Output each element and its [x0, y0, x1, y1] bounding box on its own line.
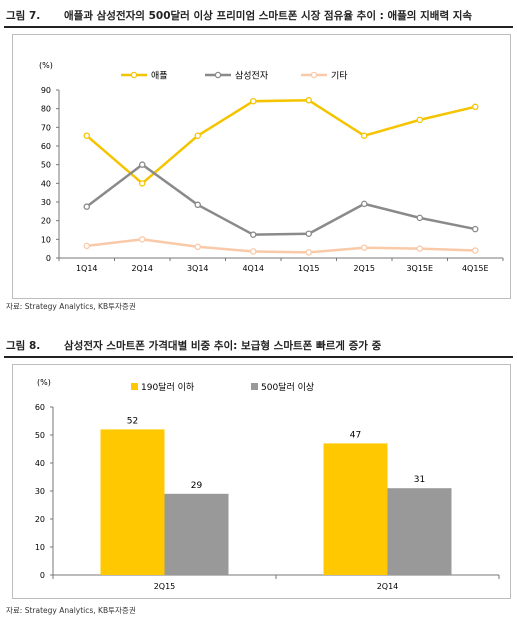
x-tick-label: 2Q14 — [377, 582, 399, 591]
data-point — [194, 243, 201, 251]
y-tick-label: 30 — [41, 198, 51, 207]
series-line — [85, 99, 476, 185]
data-point — [416, 214, 423, 222]
legend-swatch — [251, 383, 258, 390]
data-point — [249, 231, 257, 238]
y-tick-label: 50 — [35, 431, 45, 440]
line-chart-panel: (%) 0 10 20 30 40 50 60 70 80 90 1Q14 2Q14 3Q14 4Q14 1Q… — [12, 34, 511, 299]
y-tick-label: 40 — [41, 179, 51, 188]
data-point — [416, 245, 423, 252]
legend-label: 기타 — [331, 71, 348, 82]
y-tick-label: 70 — [41, 123, 51, 132]
x-tick-label: 1Q14 — [76, 264, 98, 273]
bar-value-label: 29 — [191, 481, 203, 491]
y-unit-label: (%) — [39, 61, 53, 70]
y-tick-label: 50 — [41, 161, 51, 170]
y-tick-label: 40 — [35, 459, 45, 468]
x-tick-label: 3Q14 — [187, 264, 209, 273]
figure-8-source: 자료: Strategy Analytics, KB투자증권 — [6, 606, 136, 615]
y-tick-label: 20 — [35, 515, 45, 524]
bar-value-label: 52 — [127, 416, 138, 426]
data-point — [139, 236, 146, 243]
x-tick-label: 3Q15E — [406, 264, 433, 273]
figure-8-title: 그림 8. 삼성전자 스마트폰 가격대별 비중 추이: 보급형 스마트폰 빠르게 … — [4, 336, 513, 358]
data-point — [360, 200, 368, 208]
data-point — [83, 242, 91, 250]
data-point — [83, 203, 91, 210]
data-point — [194, 132, 201, 139]
x-tick-label: 4Q14 — [242, 264, 264, 273]
y-unit-label: (%) — [37, 378, 51, 387]
data-point — [416, 116, 423, 124]
data-point — [139, 180, 146, 187]
legend-marker — [214, 71, 222, 79]
data-point — [249, 248, 257, 255]
data-point — [305, 97, 312, 104]
y-tick-label: 0 — [40, 571, 45, 580]
bar-value-label: 47 — [350, 430, 361, 440]
x-tick-label: 2Q15 — [353, 264, 375, 273]
bar — [323, 443, 388, 575]
data-point — [471, 247, 479, 254]
figure-8-title-text: 삼성전자 스마트폰 가격대별 비중 추이: 보급형 스마트폰 빠르게 증가 중 — [64, 340, 382, 352]
y-tick-label: 10 — [41, 235, 51, 244]
bar-chart-panel: (%) 0 10 20 30 40 50 60 52 29 2Q15 47 31 2Q14 190달러 이하… — [12, 364, 511, 599]
y-tick-label: 80 — [41, 105, 51, 114]
legend-label: 500달러 이상 — [261, 381, 314, 393]
data-point — [360, 132, 368, 139]
legend-label: 190달러 이하 — [141, 381, 195, 393]
legend-marker — [130, 71, 138, 79]
data-point — [471, 225, 479, 233]
data-point — [194, 201, 201, 209]
bar-value-label: 31 — [414, 475, 425, 485]
series-line — [86, 238, 476, 254]
y-tick-label: 20 — [41, 217, 51, 226]
data-point — [305, 230, 312, 237]
x-tick-label: 4Q15E — [462, 264, 489, 273]
x-tick-label: 2Q14 — [131, 264, 153, 273]
figure-7-title: 그림 7. 애플과 삼성전자의 500달러 이상 프리미엄 스마트폰 시장 점유율… — [4, 6, 513, 28]
x-tick-label: 1Q15 — [298, 264, 320, 273]
figure-7-title-text: 애플과 삼성전자의 500달러 이상 프리미엄 스마트폰 시장 점유율 추이 :… — [64, 10, 473, 22]
legend-label: 삼성전자 — [235, 71, 269, 82]
legend-label: 애플 — [151, 71, 168, 82]
x-tick-label: 2Q15 — [154, 582, 176, 591]
legend-marker — [310, 71, 318, 79]
bar — [387, 488, 452, 575]
figure-8-number: 그림 8. — [6, 340, 41, 352]
bar — [164, 493, 229, 575]
data-point — [249, 97, 257, 105]
data-point — [305, 249, 312, 256]
data-point — [360, 244, 368, 251]
figure-7-number: 그림 7. — [6, 10, 41, 22]
y-tick-label: 0 — [46, 254, 51, 263]
legend-swatch — [131, 383, 138, 390]
share-line-chart: (%) 0 10 20 30 40 50 60 70 80 90 1Q14 2Q14 3Q14 4Q14 1Q… — [39, 61, 504, 273]
price-segment-bar-chart: (%) 0 10 20 30 40 50 60 52 29 2Q15 47 31 2Q14 190달러 이하… — [35, 378, 500, 591]
data-point — [83, 132, 91, 139]
bar — [100, 429, 165, 575]
y-tick-label: 90 — [41, 86, 51, 95]
data-point — [139, 161, 146, 168]
y-tick-label: 30 — [35, 487, 45, 496]
y-tick-label: 10 — [35, 543, 45, 552]
series-line — [85, 163, 476, 236]
y-tick-label: 60 — [35, 403, 45, 412]
figure-7-source: 자료: Strategy Analytics, KB투자증권 — [6, 302, 136, 311]
y-tick-label: 60 — [41, 142, 51, 151]
data-point — [471, 103, 479, 111]
